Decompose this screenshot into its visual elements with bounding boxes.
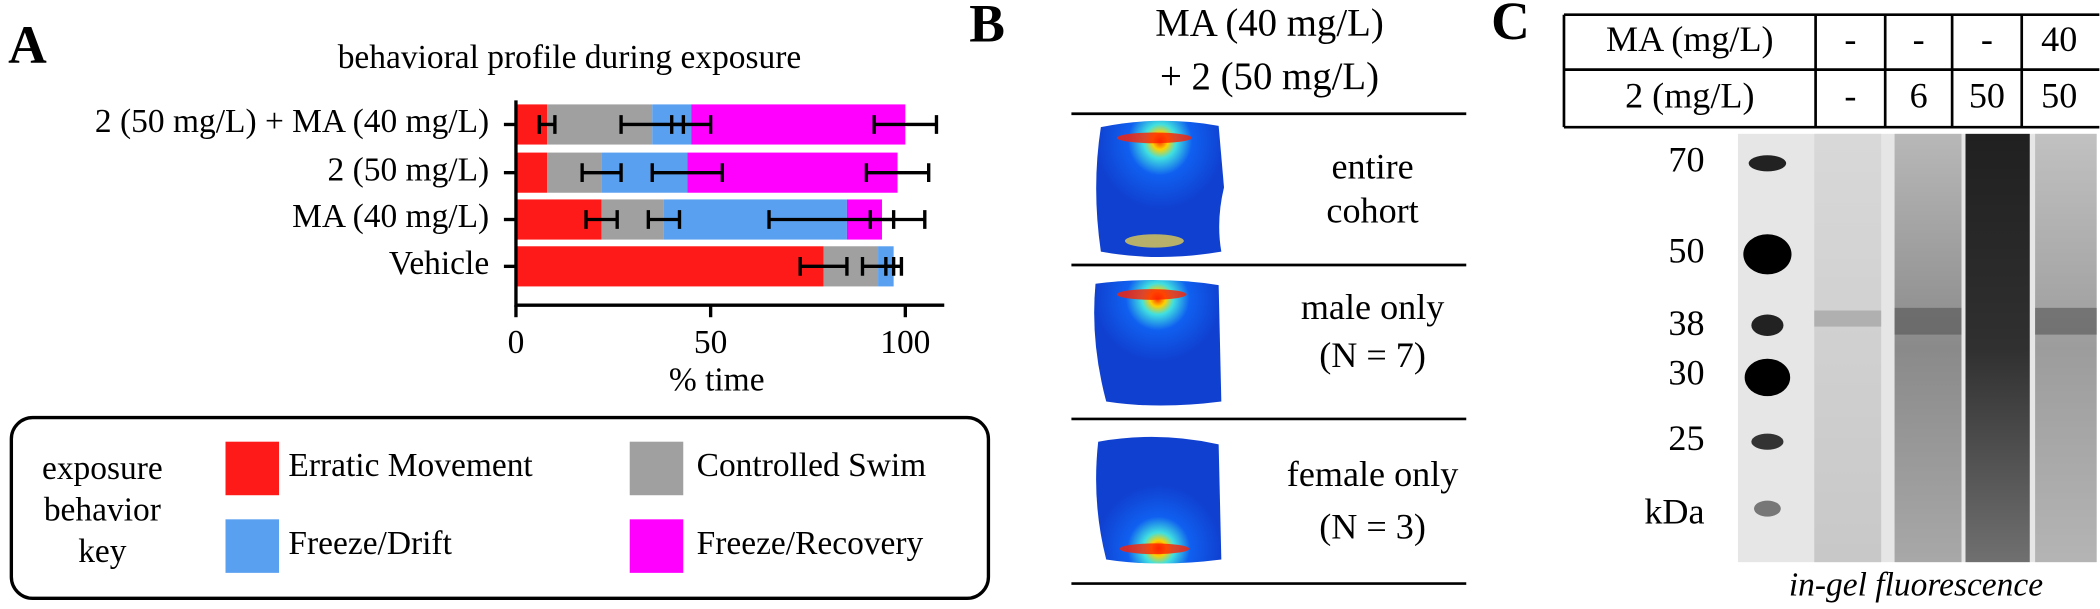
error-bar (872, 115, 939, 134)
legend-label: Controlled Swim (697, 447, 927, 484)
heatmap-label: cohort (1326, 190, 1418, 230)
error-bar (670, 115, 713, 134)
heatmap-hotspot (1116, 132, 1192, 144)
panel-b-header: MA (40 mg/L) (1155, 2, 1383, 45)
gel-table-cell: 40 (2041, 19, 2077, 59)
heatmap-label: (N = 3) (1319, 506, 1426, 546)
y-tick-label: Vehicle (389, 245, 489, 282)
gel-table-cell: 2 (mg/L) (1625, 75, 1754, 115)
error-bar (584, 210, 619, 229)
legend-box (9, 415, 991, 600)
heatmap-hotspot (1124, 234, 1184, 248)
legend-swatch (629, 441, 684, 496)
legend-swatch (225, 441, 280, 496)
error-bar (646, 210, 682, 229)
bar-segment (515, 246, 824, 287)
error-bar (884, 256, 904, 276)
bar-segment (515, 152, 548, 193)
x-tick-label: 0 (508, 324, 525, 361)
marker-label: 70 (1668, 140, 1704, 180)
gel-table-lines (1562, 13, 2100, 129)
legend-title: exposure (42, 450, 163, 487)
heatmap-hotspot (1119, 543, 1190, 555)
gel-table-cell: - (1981, 19, 1993, 59)
gel-table-cell: 50 (1969, 75, 2005, 115)
y-tick-label: 2 (50 mg/L) + MA (40 mg/L) (95, 103, 489, 140)
marker-label: 38 (1668, 303, 1704, 343)
legend-title: key (78, 533, 127, 570)
panel-label: C (1491, 0, 1530, 51)
gel (1737, 133, 2097, 563)
x-tick-label: 50 (694, 324, 727, 361)
marker-label: 25 (1668, 418, 1704, 458)
marker-label: 30 (1668, 352, 1704, 392)
gel-table-cell: - (1844, 75, 1856, 115)
heatmap (1096, 436, 1222, 564)
error-bar (864, 163, 931, 183)
heatmap-label: female only (1287, 454, 1459, 494)
y-tick-label: MA (40 mg/L) (292, 198, 489, 235)
chart-title: behavioral profile during exposure (338, 39, 802, 76)
legend-label: Freeze/Recovery (697, 525, 924, 562)
error-bar (537, 115, 557, 134)
panel-label: A (8, 15, 47, 75)
x-axis-label: % time (669, 361, 765, 398)
error-bar (868, 210, 896, 229)
legend-label: Freeze/Drift (288, 525, 452, 562)
heatmap-label: male only (1301, 287, 1444, 327)
gel-table-cell: - (1844, 19, 1856, 59)
heatmap (1096, 120, 1224, 257)
x-tick-label: 100 (880, 324, 930, 361)
gel-table-cell: MA (mg/L) (1606, 19, 1774, 59)
gel-table-cell: - (1913, 19, 1925, 59)
heatmap-hotspot (1116, 289, 1187, 300)
legend-label: Erratic Movement (288, 447, 533, 484)
legend-title: behavior (44, 491, 161, 528)
y-tick-label: 2 (50 mg/L) (328, 151, 490, 188)
heatmap (1094, 280, 1222, 406)
panel-b-lines (1071, 112, 1467, 585)
gel-table-cell: 50 (2041, 75, 2077, 115)
marker-label: 50 (1668, 231, 1704, 271)
axis (514, 100, 945, 307)
gel-caption: in-gel fluorescence (1789, 566, 2043, 603)
error-bar (798, 256, 849, 276)
error-bar (767, 210, 927, 229)
error-bar (580, 163, 623, 183)
heatmap-label: (N = 7) (1319, 335, 1426, 375)
legend-swatch (225, 519, 280, 573)
gel-table-cell: 6 (1910, 75, 1928, 115)
error-bar (650, 163, 724, 183)
panel-label: B (969, 0, 1005, 54)
marker-label: kDa (1644, 492, 1704, 532)
heatmap-label: entire (1331, 146, 1413, 186)
legend-swatch (629, 519, 684, 573)
bar-segment (691, 104, 906, 145)
panel-b-header: + 2 (50 mg/L) (1160, 55, 1379, 98)
